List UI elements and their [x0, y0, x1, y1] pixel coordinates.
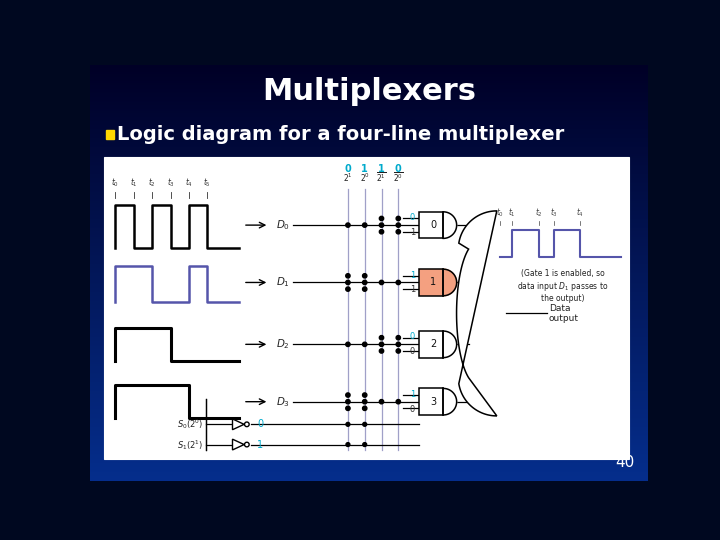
- Text: $D_3$: $D_3$: [276, 395, 290, 409]
- Bar: [419, 212, 444, 238]
- Text: $t_0$: $t_0$: [112, 177, 120, 189]
- Polygon shape: [456, 211, 497, 416]
- Text: (Gate 1 is enabled, so
data input $D_1$ passes to
the output): (Gate 1 is enabled, so data input $D_1$ …: [518, 269, 608, 303]
- Circle shape: [379, 400, 384, 404]
- Text: 0: 0: [430, 220, 436, 230]
- Circle shape: [379, 335, 384, 340]
- Text: 1: 1: [378, 164, 385, 174]
- Polygon shape: [444, 388, 456, 415]
- Polygon shape: [233, 419, 244, 430]
- Text: $t_5$: $t_5$: [203, 177, 211, 189]
- Circle shape: [379, 349, 384, 353]
- Text: Data
output: Data output: [549, 303, 579, 323]
- Circle shape: [396, 342, 400, 347]
- Text: Logic diagram for a four-line multiplexer: Logic diagram for a four-line multiplexe…: [117, 125, 564, 144]
- Text: 0: 0: [410, 333, 415, 341]
- Circle shape: [396, 280, 400, 285]
- Bar: [419, 388, 444, 415]
- Bar: [419, 269, 444, 296]
- Text: 2: 2: [430, 339, 436, 349]
- Circle shape: [379, 280, 384, 285]
- Circle shape: [396, 230, 400, 234]
- Text: Multiplexers: Multiplexers: [262, 77, 476, 106]
- Text: $D_2$: $D_2$: [276, 338, 290, 351]
- Text: 0: 0: [410, 404, 415, 414]
- Circle shape: [346, 422, 350, 426]
- Text: $t_4$: $t_4$: [185, 177, 193, 189]
- Text: 0: 0: [395, 164, 402, 174]
- Polygon shape: [233, 439, 244, 450]
- Circle shape: [346, 443, 350, 447]
- Text: 1: 1: [410, 390, 415, 399]
- Text: $\overline{2^0}$: $\overline{2^0}$: [393, 171, 404, 184]
- Circle shape: [363, 274, 367, 278]
- Text: $t_4$: $t_4$: [576, 207, 585, 219]
- Circle shape: [396, 217, 400, 221]
- Text: 1: 1: [430, 278, 436, 287]
- Text: $2^1$: $2^1$: [343, 172, 353, 184]
- Circle shape: [396, 335, 400, 340]
- Text: $t_2$: $t_2$: [536, 207, 544, 219]
- Polygon shape: [444, 331, 456, 357]
- Text: 1: 1: [410, 271, 415, 280]
- Bar: [106, 130, 114, 139]
- Text: $t_2$: $t_2$: [148, 177, 156, 189]
- Text: 1: 1: [361, 164, 368, 174]
- Circle shape: [363, 400, 367, 404]
- Circle shape: [363, 280, 367, 285]
- Text: $D_1$: $D_1$: [276, 275, 290, 289]
- Text: $\overline{2^1}$: $\overline{2^1}$: [377, 171, 387, 184]
- Text: $S_1(2^1)$: $S_1(2^1)$: [177, 437, 204, 451]
- Bar: [104, 157, 629, 459]
- Circle shape: [363, 443, 366, 447]
- Text: 1: 1: [410, 228, 415, 237]
- Circle shape: [379, 230, 384, 234]
- Circle shape: [346, 342, 350, 347]
- Text: $t_3$: $t_3$: [550, 207, 558, 219]
- Polygon shape: [444, 212, 456, 238]
- Circle shape: [379, 342, 384, 347]
- Circle shape: [363, 223, 367, 227]
- Text: $t_3$: $t_3$: [166, 177, 174, 189]
- Circle shape: [363, 422, 366, 426]
- Circle shape: [396, 223, 400, 227]
- Text: 0: 0: [410, 347, 415, 356]
- Circle shape: [363, 342, 367, 347]
- Circle shape: [396, 400, 400, 404]
- Text: $S_0(2^0)$: $S_0(2^0)$: [177, 417, 204, 431]
- Circle shape: [245, 442, 249, 447]
- Circle shape: [346, 287, 350, 291]
- Circle shape: [346, 400, 350, 404]
- Text: $2^0$: $2^0$: [360, 172, 370, 184]
- Text: $t_0$: $t_0$: [496, 207, 504, 219]
- Text: 0: 0: [257, 420, 264, 429]
- Text: 40: 40: [615, 455, 634, 470]
- Text: 1: 1: [410, 286, 415, 294]
- Text: 0: 0: [345, 164, 351, 174]
- Circle shape: [379, 217, 384, 221]
- Text: 1: 1: [257, 440, 264, 450]
- Circle shape: [346, 406, 350, 410]
- Circle shape: [363, 393, 367, 397]
- Polygon shape: [444, 269, 456, 296]
- Text: $t_1$: $t_1$: [130, 177, 138, 189]
- Circle shape: [379, 223, 384, 227]
- Circle shape: [363, 406, 367, 410]
- Text: 0: 0: [410, 213, 415, 222]
- Text: $D_0$: $D_0$: [276, 218, 290, 232]
- Text: 3: 3: [430, 397, 436, 407]
- Circle shape: [346, 393, 350, 397]
- Text: $t_1$: $t_1$: [508, 207, 516, 219]
- Circle shape: [245, 422, 249, 427]
- Circle shape: [346, 223, 350, 227]
- Circle shape: [363, 287, 367, 291]
- Circle shape: [396, 349, 400, 353]
- Bar: [419, 331, 444, 357]
- Circle shape: [346, 274, 350, 278]
- Circle shape: [346, 280, 350, 285]
